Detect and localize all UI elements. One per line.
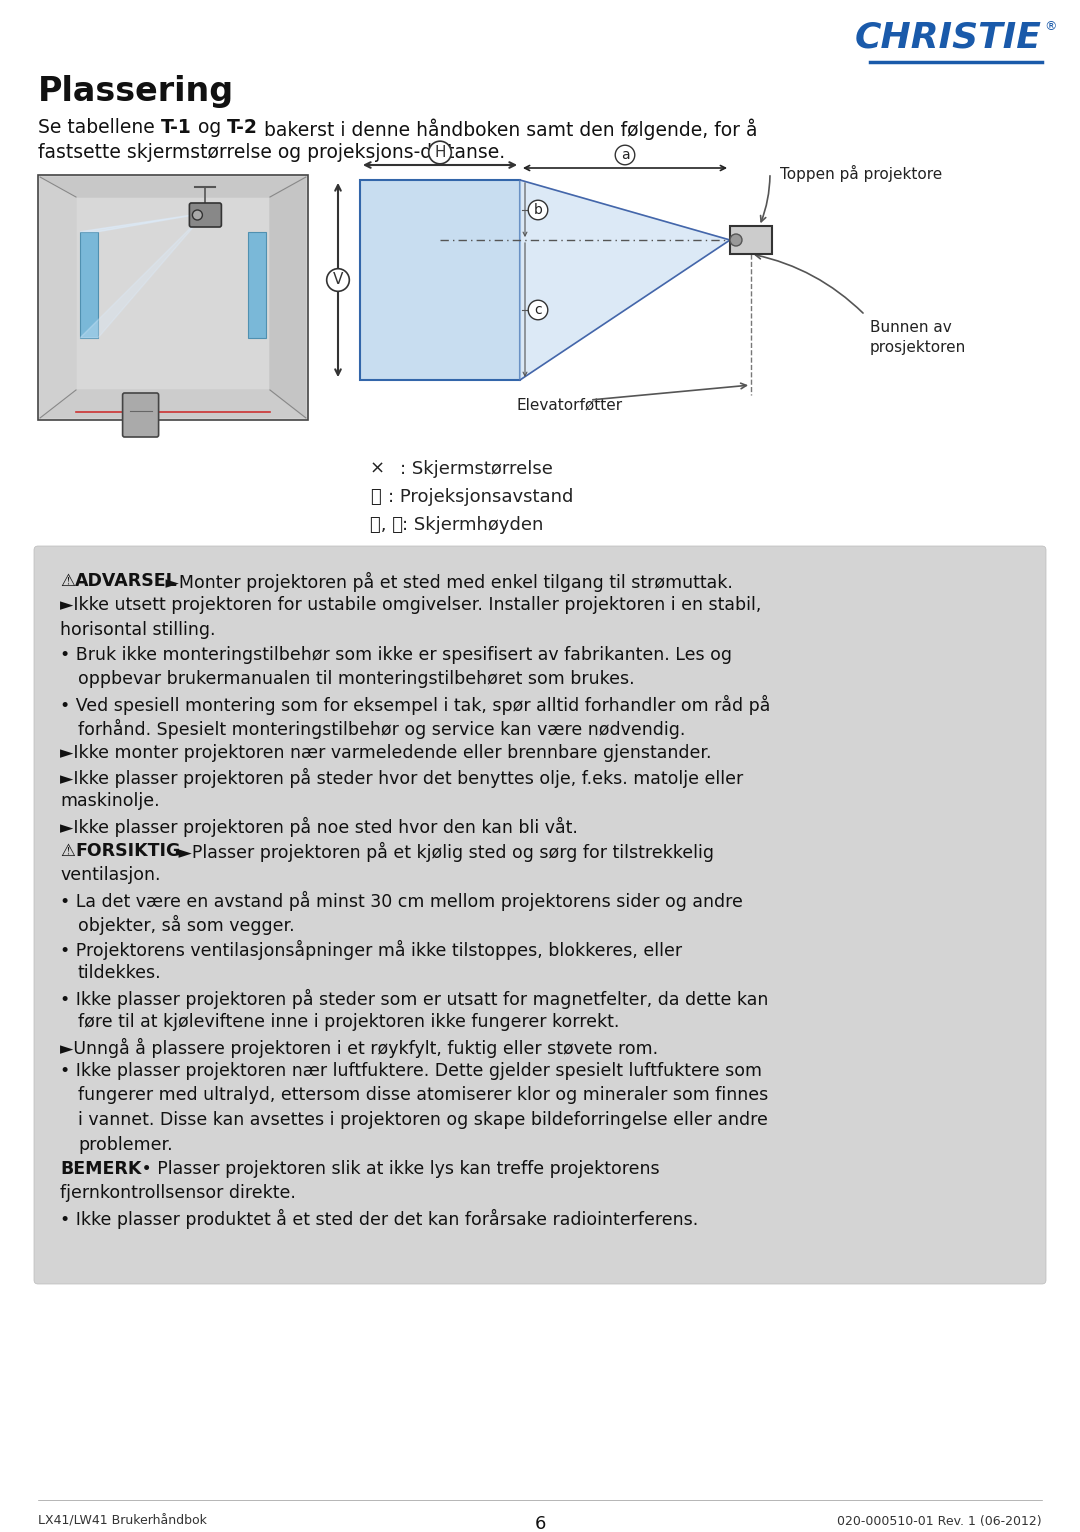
Bar — [730, 227, 772, 254]
Text: ⚠: ⚠ — [60, 841, 75, 859]
Text: FORSIKTIG: FORSIKTIG — [75, 841, 180, 859]
Text: 6: 6 — [535, 1515, 545, 1532]
Text: horisontal stilling.: horisontal stilling. — [60, 620, 216, 639]
Text: V: V — [333, 273, 343, 288]
Circle shape — [730, 234, 742, 247]
Text: i vannet. Disse kan avsettes i projektoren og skape bildeforringelse eller andre: i vannet. Disse kan avsettes i projektor… — [78, 1111, 768, 1129]
Text: ADVARSEL: ADVARSEL — [75, 571, 178, 590]
Text: fastsette skjermstørrelse og projeksjons­distanse.: fastsette skjermstørrelse og projeksjons… — [38, 142, 505, 162]
Text: T-1: T-1 — [161, 118, 191, 136]
Polygon shape — [40, 178, 76, 418]
Text: ®: ® — [1044, 20, 1056, 34]
Text: ventilasjon.: ventilasjon. — [60, 866, 161, 884]
Text: ►Plasser projektoren på et kjølig sted og sørg for tilstrekkelig: ►Plasser projektoren på et kjølig sted o… — [173, 841, 714, 861]
Text: oppbevar brukermanualen til monteringstilbehøret som brukes.: oppbevar brukermanualen til monteringsti… — [78, 669, 635, 688]
Polygon shape — [40, 178, 306, 198]
Bar — [248, 231, 266, 339]
Text: ⓑ, ⓒ: ⓑ, ⓒ — [370, 516, 403, 535]
Polygon shape — [519, 179, 730, 380]
Text: ×: × — [370, 460, 386, 478]
Text: ⚠: ⚠ — [60, 571, 75, 590]
Text: ►Unngå å plassere projektoren i et røykfylt, fuktig eller støvete rom.: ►Unngå å plassere projektoren i et røykf… — [60, 1037, 658, 1057]
Text: Bunnen av
prosjektoren: Bunnen av prosjektoren — [870, 320, 967, 355]
Text: T-2: T-2 — [227, 118, 258, 136]
Text: ►Monter projektoren på et sted med enkel tilgang til strømuttak.: ►Monter projektoren på et sted med enkel… — [160, 571, 733, 591]
Polygon shape — [40, 391, 306, 418]
Text: • La det være en avstand på minst 30 cm mellom projektorens sider og andre: • La det være en avstand på minst 30 cm … — [60, 890, 743, 910]
Text: • Bruk ikke monteringstilbehør som ikke er spesifisert av fabrikanten. Les og: • Bruk ikke monteringstilbehør som ikke … — [60, 645, 732, 663]
Text: • Ikke plasser produktet å et sted der det kan forårsake radiointerferens.: • Ikke plasser produktet å et sted der d… — [60, 1209, 699, 1229]
Text: bakerst i denne håndboken samt den følgende, for å: bakerst i denne håndboken samt den følge… — [258, 118, 757, 139]
Text: Se tabellene: Se tabellene — [38, 118, 161, 136]
Text: BEMERK: BEMERK — [60, 1160, 141, 1178]
Text: 020-000510-01 Rev. 1 (06-2012): 020-000510-01 Rev. 1 (06-2012) — [837, 1515, 1042, 1527]
Text: objekter, så som vegger.: objekter, så som vegger. — [78, 915, 295, 935]
Text: LX41/LW41 Brukerhåndbok: LX41/LW41 Brukerhåndbok — [38, 1515, 207, 1527]
Circle shape — [192, 210, 202, 221]
Text: : Skjermhøyden: : Skjermhøyden — [402, 516, 543, 535]
FancyBboxPatch shape — [189, 204, 221, 227]
FancyBboxPatch shape — [123, 394, 159, 437]
Bar — [360, 179, 519, 380]
Polygon shape — [80, 213, 205, 231]
Polygon shape — [270, 178, 306, 418]
Text: b: b — [534, 204, 542, 218]
Text: a: a — [621, 149, 630, 162]
Text: tildekkes.: tildekkes. — [78, 964, 162, 982]
Text: ►Ikke plasser projektoren på steder hvor det benyttes olje, f.eks. matolje eller: ►Ikke plasser projektoren på steder hvor… — [60, 768, 743, 787]
Text: fungerer med ultralyd, ettersom disse atomiserer klor og mineraler som finnes: fungerer med ultralyd, ettersom disse at… — [78, 1086, 768, 1105]
Text: problemer.: problemer. — [78, 1135, 173, 1154]
Text: CHRISTIE: CHRISTIE — [855, 20, 1042, 54]
Text: : Projeksjonsavstand: : Projeksjonsavstand — [388, 489, 573, 506]
Text: ►Ikke monter projektoren nær varmeledende eller brennbare gjenstander.: ►Ikke monter projektoren nær varmeledend… — [60, 743, 712, 761]
Text: c: c — [535, 303, 542, 317]
Text: H: H — [434, 146, 446, 159]
Text: • Ikke plasser projektoren nær luftfuktere. Dette gjelder spesielt luftfuktere s: • Ikke plasser projektoren nær luftfukte… — [60, 1062, 762, 1080]
Text: • Projektorens ventilasjonsåpninger må ikke tilstoppes, blokkeres, eller: • Projektorens ventilasjonsåpninger må i… — [60, 939, 683, 959]
Text: og: og — [191, 118, 227, 136]
Text: føre til at kjøleviftene inne i projektoren ikke fungerer korrekt.: føre til at kjøleviftene inne i projekto… — [78, 1013, 619, 1031]
Text: fjernkontrollsensor direkte.: fjernkontrollsensor direkte. — [60, 1184, 296, 1203]
Text: • Ikke plasser projektoren på steder som er utsatt for magnetfelter, da dette ka: • Ikke plasser projektoren på steder som… — [60, 988, 768, 1008]
Text: maskinolje.: maskinolje. — [60, 792, 160, 810]
Text: Elevatorføtter: Elevatorføtter — [517, 398, 623, 414]
FancyBboxPatch shape — [33, 545, 1047, 1284]
Text: forhånd. Spesielt monteringstilbehør og service kan være nødvendig.: forhånd. Spesielt monteringstilbehør og … — [78, 719, 686, 738]
Text: ►Ikke utsett projektoren for ustabile omgivelser. Installer projektoren i en sta: ►Ikke utsett projektoren for ustabile om… — [60, 596, 761, 614]
Bar — [76, 198, 270, 391]
Text: Toppen på projektore: Toppen på projektore — [780, 165, 942, 182]
Text: : Skjermstørrelse: : Skjermstørrelse — [400, 460, 553, 478]
Text: ►Ikke plasser projektoren på noe sted hvor den kan bli våt.: ►Ikke plasser projektoren på noe sted hv… — [60, 817, 578, 836]
Text: • Plasser projektoren slik at ikke lys kan treffe projektorens: • Plasser projektoren slik at ikke lys k… — [136, 1160, 660, 1178]
Bar — [38, 175, 308, 420]
Text: ⓐ: ⓐ — [370, 489, 381, 506]
Bar — [80, 231, 98, 339]
Text: Plassering: Plassering — [38, 75, 234, 107]
Polygon shape — [80, 213, 205, 339]
Text: • Ved spesiell montering som for eksempel i tak, spør alltid forhandler om råd p: • Ved spesiell montering som for eksempe… — [60, 694, 770, 714]
